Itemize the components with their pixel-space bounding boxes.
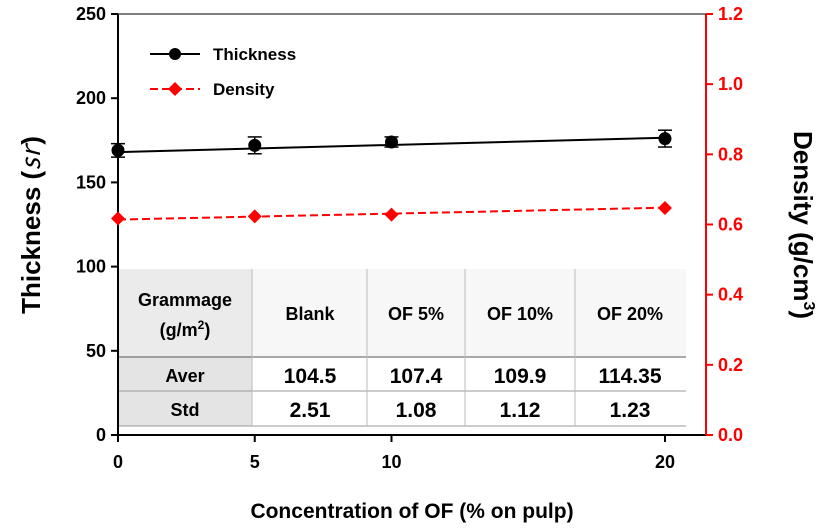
table-header-grammage: Grammage <box>138 290 232 310</box>
thickness-point <box>658 132 672 146</box>
y-left-tick-label: 0 <box>96 425 106 445</box>
table-cell: 1.08 <box>396 399 437 422</box>
x-tick-label: 20 <box>655 452 675 472</box>
y-right-tick-label: 0.8 <box>718 144 743 164</box>
y-left-ticks: 0 50 100 150 200 250 <box>76 4 118 445</box>
x-axis-label: Concentration of OF (% on pulp) <box>250 500 573 523</box>
table-cell: 2.51 <box>290 399 331 422</box>
y-right-ticks: 0.0 0.2 0.4 0.6 0.8 1.0 1.2 <box>706 4 743 445</box>
table-row-label-std: Std <box>171 400 200 420</box>
y-left-label: Thickness (㏛) <box>16 136 46 314</box>
y-left-tick-label: 250 <box>76 4 106 24</box>
density-point <box>111 211 125 226</box>
table-header-background <box>252 269 686 357</box>
table-cell: 107.4 <box>390 365 443 388</box>
y-left-tick-label: 50 <box>86 341 106 361</box>
thickness-point <box>111 143 125 157</box>
x-tick-label: 10 <box>381 452 401 472</box>
y-right-tick-label: 1.0 <box>718 74 743 94</box>
y-right-label: Density (g/cm3) <box>788 131 818 319</box>
legend: Thickness Density <box>150 45 296 99</box>
y-right-tick-label: 0.6 <box>718 215 743 235</box>
y-right-tick-label: 1.2 <box>718 4 743 24</box>
density-point <box>657 201 672 216</box>
density-point <box>384 207 399 222</box>
y-left-tick-label: 150 <box>76 172 106 192</box>
legend-density-marker <box>168 82 182 96</box>
table-cell: 114.35 <box>598 365 661 388</box>
y-right-tick-label: 0.2 <box>718 355 743 375</box>
x-ticks: 0 5 10 20 <box>113 435 675 472</box>
table-col-blank: Blank <box>285 304 335 324</box>
table-col-of10: OF 10% <box>487 304 553 324</box>
table-cell: 1.23 <box>610 399 651 422</box>
legend-thickness-label: Thickness <box>213 45 296 64</box>
x-tick-label: 5 <box>250 452 260 472</box>
density-point <box>247 209 262 224</box>
x-tick-label: 0 <box>113 452 123 472</box>
y-right-tick-label: 0.0 <box>718 425 743 445</box>
series-marks <box>111 129 672 226</box>
table-cell: 109.9 <box>494 365 547 388</box>
table-header-unit: (g/m2) <box>160 318 211 340</box>
table-cell: 1.12 <box>500 399 541 422</box>
table-row-label-aver: Aver <box>165 366 204 386</box>
legend-thickness-marker <box>169 48 181 60</box>
thickness-point <box>248 138 262 152</box>
grammage-table: Grammage (g/m2) Blank OF 5% OF 10% OF 20… <box>119 269 686 427</box>
thickness-point <box>384 135 398 149</box>
legend-density-label: Density <box>213 80 275 99</box>
table-col-of20: OF 20% <box>597 304 663 324</box>
y-left-tick-label: 200 <box>76 88 106 108</box>
density-series-line <box>117 206 665 221</box>
table-col-of5: OF 5% <box>388 304 444 324</box>
table-cell: 104.5 <box>284 365 337 388</box>
y-left-tick-label: 100 <box>76 257 106 277</box>
y-right-tick-label: 0.4 <box>718 285 743 305</box>
